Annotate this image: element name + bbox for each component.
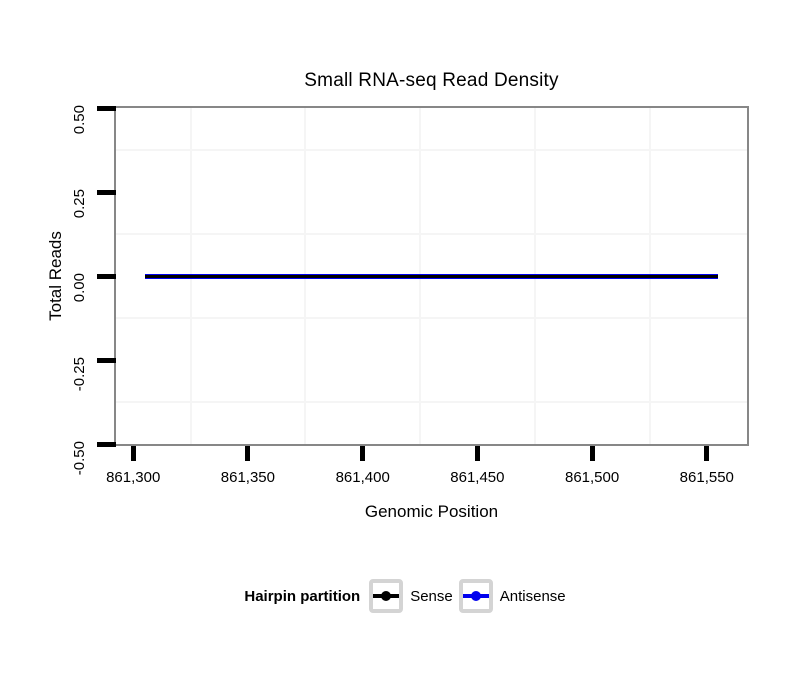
y-minor-gridline [116, 233, 747, 235]
legend-label-sense: Sense [410, 587, 453, 605]
legend-key-antisense [458, 579, 493, 613]
x-tick-label: 861,500 [564, 469, 620, 486]
antisense-point-icon [470, 591, 481, 601]
y-axis-label: Total Reads [46, 231, 65, 321]
x-tick-label: 861,350 [220, 469, 276, 486]
legend: Hairpin partition Sense Antisense [0, 579, 810, 613]
legend-key-sense [369, 579, 404, 613]
plot-panel [114, 106, 749, 446]
x-tick-label: 861,550 [679, 469, 734, 486]
y-minor-gridline [116, 149, 747, 151]
x-tick [130, 446, 136, 461]
legend-entry-antisense: Antisense [458, 579, 566, 613]
y-minor-gridline [116, 401, 747, 403]
series-line-sense [144, 274, 719, 278]
x-tick [589, 446, 595, 461]
legend-entry-sense: Sense [369, 579, 453, 613]
x-axis-label: Genomic Position [364, 502, 499, 521]
x-tick-label: 861,300 [106, 469, 161, 486]
y-tick-label: 0.25 [71, 189, 88, 219]
sense-point-icon [381, 591, 392, 601]
y-minor-gridline [116, 317, 747, 319]
x-tick [245, 446, 251, 461]
x-tick-label: 861,450 [450, 469, 505, 486]
y-tick-label: 0.50 [71, 105, 88, 135]
chart-title: Small RNA-seq Read Density [304, 70, 559, 91]
y-tick-label: 0.00 [71, 273, 88, 303]
legend-label-antisense: Antisense [499, 587, 566, 605]
x-tick-label: 861,400 [335, 469, 390, 486]
y-tick-label: -0.50 [71, 441, 88, 476]
x-tick [704, 446, 710, 461]
x-tick [360, 446, 366, 461]
y-tick-label: -0.25 [71, 357, 88, 392]
x-tick [474, 446, 480, 461]
legend-title: Hairpin partition [244, 587, 361, 605]
